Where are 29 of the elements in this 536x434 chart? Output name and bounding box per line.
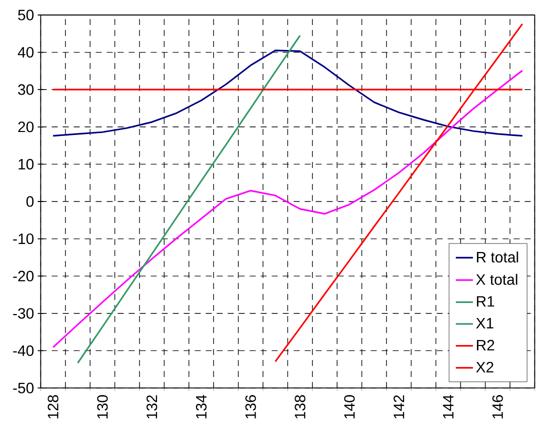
y-tick-label: 40 <box>18 46 34 58</box>
x-tick-label: 144 <box>443 394 454 418</box>
legend-label: R1 <box>476 296 494 307</box>
legend-label: X2 <box>476 362 494 372</box>
x-tick-label: 140 <box>344 395 355 418</box>
y-tick-label: -40 <box>13 345 34 356</box>
x-tick-label: 130 <box>97 395 108 418</box>
legend-label: X total <box>476 274 518 285</box>
x-tick-label: 134 <box>196 394 207 418</box>
line-series <box>52 50 524 137</box>
y-tick-label: -10 <box>13 233 34 244</box>
x-tick-label: 136 <box>245 395 256 418</box>
legend-label: X1 <box>476 318 494 328</box>
x-tick-label: 132 <box>146 395 158 418</box>
y-tick-label: -20 <box>13 270 34 282</box>
legend-label: R2 <box>476 340 494 350</box>
x-tick-label: 138 <box>294 395 306 418</box>
line-series <box>52 70 524 348</box>
y-tick-label: 30 <box>18 84 34 95</box>
y-tick-label: 20 <box>18 122 34 132</box>
y-tick-label: 0 <box>26 196 34 207</box>
x-tick-label: 128 <box>48 395 58 418</box>
x-tick-label: 146 <box>492 395 503 418</box>
y-tick-label: -30 <box>13 308 34 319</box>
legend-label: R total <box>476 251 518 263</box>
y-tick-label: 10 <box>18 158 34 170</box>
y-tick-label: 50 <box>18 10 34 20</box>
y-tick-label: -50 <box>13 382 34 394</box>
x-tick-label: 142 <box>394 395 404 418</box>
